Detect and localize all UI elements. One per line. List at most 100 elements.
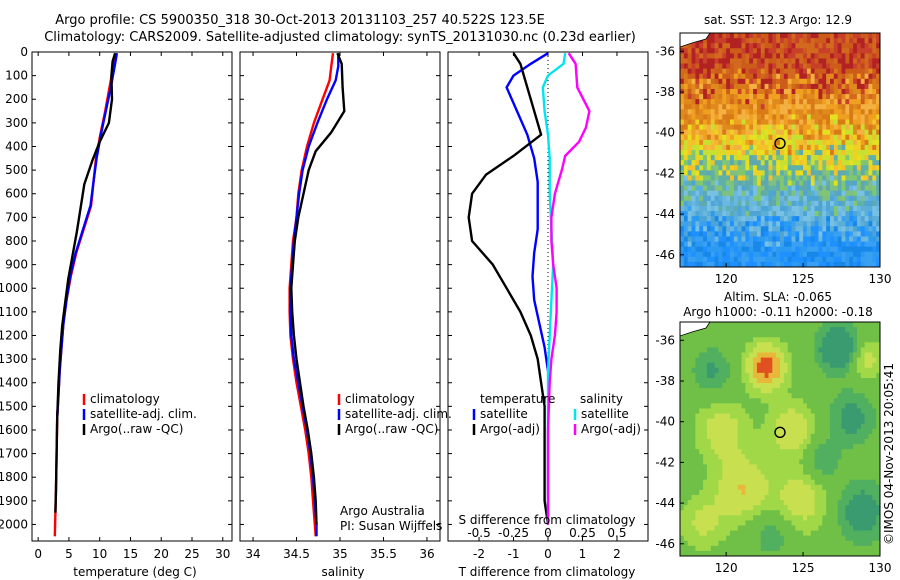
- sla-map-cell: [710, 357, 716, 364]
- sst-map-cell: [791, 114, 796, 120]
- sst-map-cell: [695, 256, 700, 263]
- sst-map-cell: [745, 256, 750, 263]
- sla-map-cell: [814, 403, 819, 409]
- sst-map-cell: [876, 63, 881, 70]
- sst-map-cell: [722, 83, 727, 90]
- sla-map-cell: [756, 433, 762, 440]
- sla-map-cell: [714, 494, 719, 501]
- sst-map-cell: [814, 99, 819, 105]
- sla-map-cell: [764, 337, 769, 343]
- sla-map-cell: [710, 474, 716, 481]
- sst-map-cell: [691, 134, 696, 141]
- sla-map-cell: [722, 327, 727, 333]
- sst-y-tick-label: -46: [655, 248, 675, 262]
- sla-map-cell: [830, 459, 835, 465]
- sst-map-cell: [764, 124, 769, 131]
- sst-map-cell: [799, 236, 804, 242]
- sla-map-cell: [818, 469, 823, 476]
- sla-map-cell: [756, 423, 762, 430]
- sla-map-cell: [876, 545, 881, 552]
- sla-map-cell: [791, 383, 796, 389]
- sla-map-cell: [783, 357, 789, 364]
- sla-map-cell: [814, 423, 819, 430]
- sst-map-cell: [687, 211, 692, 217]
- sst-map-cell: [795, 78, 800, 85]
- sst-map-cell: [791, 129, 796, 136]
- sst-map-cell: [876, 73, 881, 80]
- sst-map-cell: [687, 139, 692, 146]
- sst-map-cell: [814, 261, 819, 268]
- sst-map-cell: [803, 256, 808, 263]
- sla-map-cell: [722, 459, 727, 465]
- sst-map-cell: [683, 241, 689, 248]
- sst-map-cell: [856, 211, 862, 217]
- sst-map-cell: [760, 246, 766, 253]
- sla-map-cell: [699, 408, 704, 414]
- sla-map-cell: [830, 423, 835, 430]
- sla-map-cell: [837, 474, 842, 481]
- sst-map-cell: [845, 68, 850, 75]
- sla-map-cell: [706, 494, 712, 501]
- sst-map-cell: [783, 144, 789, 151]
- sst-map-cell: [837, 170, 842, 176]
- sla-map-cell: [756, 449, 762, 455]
- sla-map-cell: [856, 322, 862, 328]
- sst-map-cell: [714, 63, 719, 70]
- sst-map-cell: [683, 109, 689, 115]
- sst-map-cell: [760, 200, 766, 207]
- sst-map-cell: [787, 236, 792, 242]
- sst-map-cell: [756, 236, 762, 242]
- sst-map-cell: [791, 104, 796, 110]
- sst-map-cell: [841, 261, 846, 268]
- sst-map-cell: [864, 144, 869, 151]
- sst-map-cell: [687, 221, 692, 227]
- sla-map-cell: [768, 357, 773, 364]
- sst-map-cell: [753, 83, 758, 90]
- sla-map-cell: [841, 530, 846, 537]
- sla-map-cell: [826, 327, 831, 333]
- sst-map-cell: [737, 226, 742, 232]
- sst-map-cell: [749, 104, 754, 110]
- sla-map-cell: [722, 357, 727, 364]
- sst-map-cell: [745, 43, 750, 49]
- sst-map-cell: [687, 195, 692, 202]
- sst-map-cell: [710, 58, 716, 64]
- sst-map-cell: [799, 129, 804, 136]
- sal-legend-label: climatology: [345, 392, 415, 406]
- sla-map-cell: [764, 489, 769, 496]
- sla-map-cell: [760, 515, 766, 521]
- sst-map-cell: [810, 226, 816, 232]
- sla-map-cell: [860, 474, 866, 481]
- sst-map-cell: [814, 180, 819, 187]
- sla-map-cell: [764, 408, 769, 414]
- sla-map-cell: [737, 525, 742, 531]
- sla-map-cell: [810, 357, 816, 364]
- sla-map-cell: [691, 484, 696, 491]
- sst-map-cell: [737, 150, 742, 156]
- sst-map-cell: [818, 190, 823, 197]
- sla-map-cell: [806, 418, 812, 425]
- sla-map-cell: [780, 357, 785, 364]
- sst-map-cell: [764, 205, 769, 212]
- sst-map-cell: [730, 251, 735, 258]
- sla-map-cell: [683, 469, 689, 476]
- sla-map-cell: [833, 418, 839, 425]
- sst-map-cell: [680, 241, 685, 248]
- sla-map-cell: [872, 433, 877, 440]
- sst-map-cell: [830, 150, 835, 156]
- sst-map-cell: [860, 139, 866, 146]
- sst-map-cell: [683, 165, 689, 171]
- sst-map-cell: [699, 104, 704, 110]
- sla-map-cell: [845, 530, 850, 537]
- sla-map-cell: [830, 505, 835, 511]
- sst-map-cell: [795, 109, 800, 115]
- sla-map-cell: [787, 332, 792, 338]
- sla-map-cell: [795, 515, 800, 521]
- sst-map-cell: [722, 226, 727, 232]
- sla-map-cell: [841, 474, 846, 481]
- sst-map-cell: [872, 185, 877, 192]
- sla-map-cell: [849, 418, 854, 425]
- sla-map-cell: [872, 403, 877, 409]
- sst-map-cell: [795, 63, 800, 70]
- sst-map-cell: [703, 139, 708, 146]
